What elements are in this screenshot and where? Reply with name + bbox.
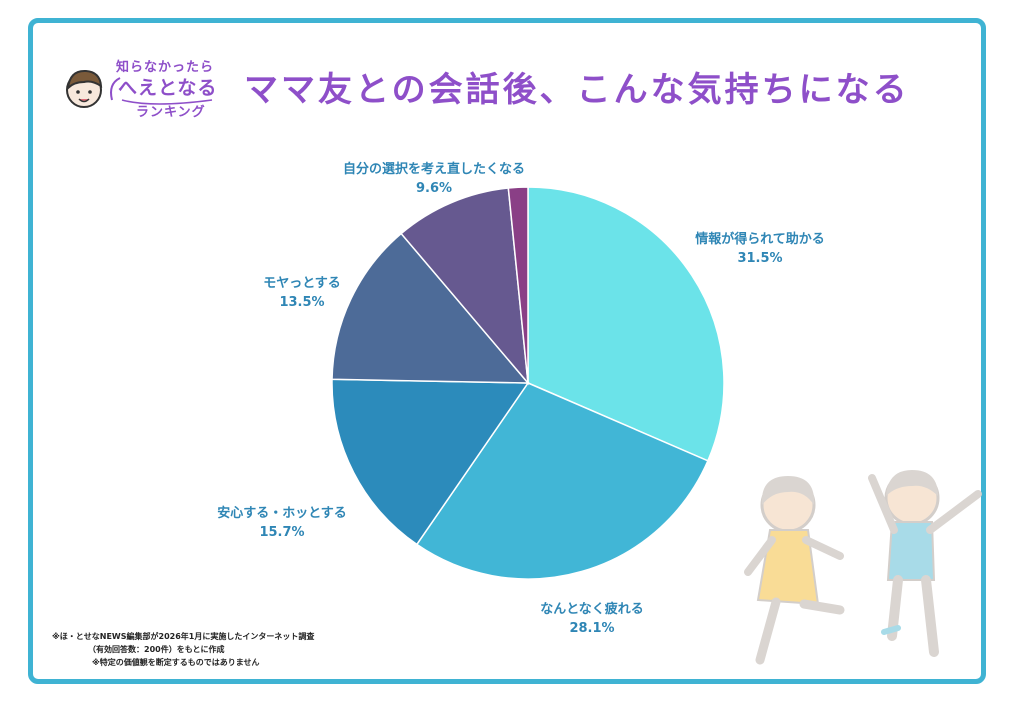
slice-label-name: なんとなく疲れる (540, 602, 644, 617)
pie-slice-5 (507, 186, 529, 384)
footnote: ※ほ・とせなNEWS編集部が2026年1月に実施したインターネット調査 （有効回… (52, 630, 314, 669)
logo-line1: 知らなかったら (116, 60, 215, 75)
slice-label-name: モヤっとする (263, 276, 341, 291)
pie-slice-3 (331, 232, 530, 384)
page-title: ママ友との会話後、こんな気持ちになる (244, 70, 910, 110)
girl-figure-icon (744, 476, 845, 665)
slice-label-percent: 15.7% (259, 525, 305, 540)
slice-label-4: 自分の選択を考え直したくなる 9.6% (343, 158, 525, 196)
boy-figure-icon (868, 470, 982, 657)
slice-label-0: 情報が得られて助かる 31.5% (695, 228, 825, 266)
slice-label-percent: 31.5% (737, 251, 783, 266)
slice-label-percent: 9.6% (415, 181, 453, 196)
logo-line2: へえとなる (118, 77, 218, 99)
pie-slice-1 (415, 382, 709, 580)
slice-label-1: なんとなく疲れる 28.1% (540, 598, 644, 636)
footnote-line1: ※ほ・とせなNEWS編集部が2026年1月に実施したインターネット調査 (52, 632, 315, 641)
slice-label-3: モヤっとする 13.5% (263, 272, 341, 310)
logo-bracket-icon (110, 77, 213, 105)
slice-label-percent: 13.5% (279, 295, 325, 310)
logo-line3: ランキング (136, 105, 206, 120)
slice-label-name: 安心する・ホッとする (217, 506, 347, 521)
logo: 知らなかったら へえとなる ランキング (62, 56, 262, 126)
pie-slice-2 (331, 378, 530, 546)
slice-label-percent: 28.1% (569, 621, 615, 636)
slice-label-2: 安心する・ホッとする 15.7% (217, 502, 347, 540)
pie-slice-0 (527, 186, 725, 462)
pie-slice-4 (400, 187, 529, 386)
footnote-line3: ※特定の価値観を断定するものではありません (92, 658, 260, 667)
footnote-line2: （有効回答数：200件）をもとに作成 (88, 645, 225, 654)
slice-label-name: 自分の選択を考え直したくなる (342, 162, 526, 177)
slice-label-name: 情報が得られて助かる (695, 232, 825, 247)
boy-face-icon (66, 69, 103, 108)
